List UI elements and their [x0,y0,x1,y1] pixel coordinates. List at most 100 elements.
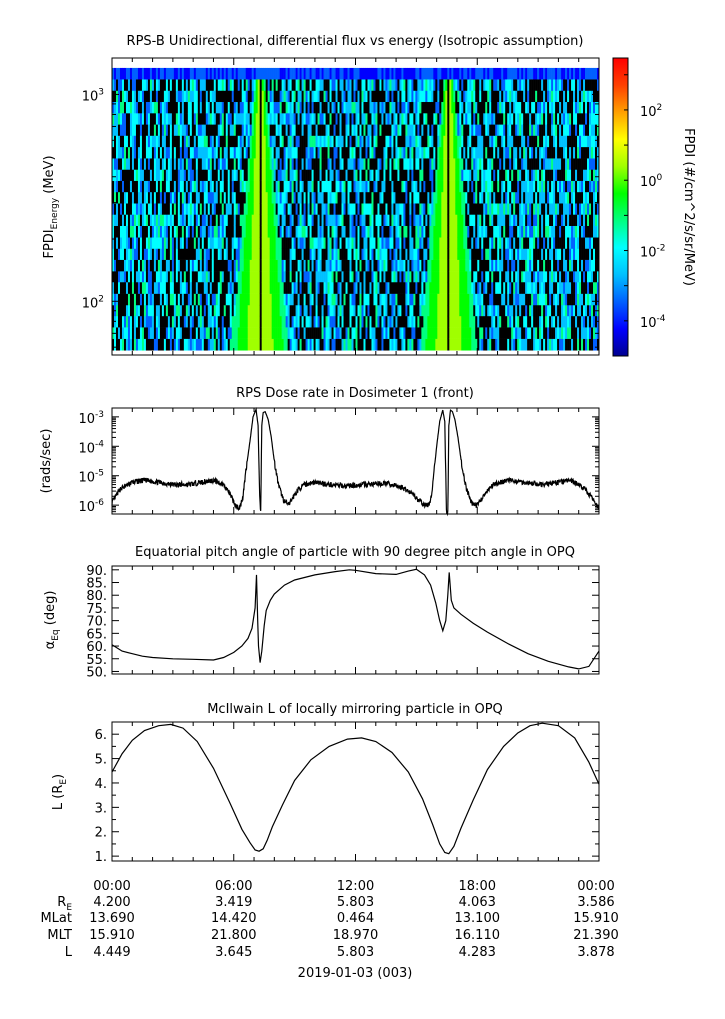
spectrogram-cell [185,315,189,328]
spectrogram-cell [451,169,454,181]
spectrogram-cell [419,135,422,148]
spectrogram-cell [153,146,157,159]
spectrogram-cell [419,191,422,204]
spectrogram-cell [319,293,322,306]
spectrogram-cell [259,90,262,103]
spectrogram-cell [261,271,264,283]
spectrogram-cell [319,237,322,249]
spectrogram-cell [265,79,268,91]
spectrogram-cell [461,338,464,351]
spectrogram-cell [225,67,229,80]
spectrogram-cell [419,248,422,260]
spectrogram-cell [273,203,276,215]
spectrogram-cell [429,169,432,181]
spectrogram-cell [367,113,370,125]
spectrogram-cell [385,191,388,204]
spectrogram-cell [395,214,398,226]
spectrogram-cell [265,293,268,306]
spectrogram-cell [441,191,444,204]
spectrogram-cell [423,124,426,136]
spectrogram-cell [383,113,386,125]
spectrogram-cell [485,169,488,181]
spectrogram-cell [333,237,336,249]
spectrogram-cell [139,281,143,294]
spectrogram-cell [287,271,290,283]
spectrogram-cell [343,327,346,339]
spectrogram-cell [211,180,215,193]
spectrogram-cell [345,248,348,260]
spectrogram-cell [363,101,366,114]
spectrogram-cell [339,90,342,103]
spectrogram-cell [217,237,221,249]
spectrogram-cell [133,158,137,170]
spectrogram-cell [297,304,300,317]
spectrogram-cell [149,67,153,80]
spectrogram-cell [463,338,466,351]
spectrogram-cell [427,101,430,114]
spectrogram-cell [447,135,450,148]
spectrogram-cell [203,259,207,272]
spectrogram-cell [327,124,330,136]
spectrogram-cell [471,180,474,193]
spectrogram-cell [437,146,440,159]
spectrogram-cell [179,327,183,339]
spectrogram-cell [255,225,258,238]
spectrogram-cell [395,281,398,294]
spectrogram-cell [481,124,484,136]
spectrogram-cell [245,67,249,80]
spectrogram-cell [383,79,386,91]
spectrogram-cell [145,338,149,351]
spectrogram-cell [167,124,171,136]
spectrogram-cell [479,281,482,294]
spectrogram-cell [433,158,436,170]
spectrogram-cell [239,113,243,125]
spectrogram-cell [321,180,324,193]
spectrogram-cell [295,281,298,294]
spectrogram-cell [391,79,394,91]
spectrogram-cell [233,101,237,114]
spectrogram-cell [439,214,442,226]
spectrogram-cell [339,327,342,339]
spectrogram-cell [247,248,251,260]
spectrogram-cell [123,180,127,193]
spectrogram-cell [137,248,141,260]
spectrogram-cell [381,237,384,249]
spectrogram-cell [223,135,227,148]
spectrogram-cell [121,281,125,294]
spectrogram-cell [215,338,219,351]
spectrogram-cell [112,248,115,260]
spectrogram-cell [185,281,189,294]
spectrogram-cell [325,271,328,283]
spectrogram-cell [417,203,420,215]
spectrogram-cell [145,180,149,193]
spectrogram-cell [493,191,496,204]
spectrogram-cell [227,293,231,306]
spectrogram-cell [383,203,386,215]
spectrogram-cell [375,225,378,238]
spectrogram-cell [465,191,468,204]
spectrogram-cell [147,169,151,181]
spectrogram-cell [121,315,125,328]
spectrogram-cell [479,169,482,181]
spectrogram-cell [499,146,502,159]
spectrogram-cell [371,180,374,193]
spectrogram-cell [347,124,350,136]
spectrogram-cell [437,169,440,181]
spectrogram-cell [273,101,276,114]
spectrogram-cell [391,191,394,204]
spectrogram-cell [371,248,374,260]
spectrogram-cell [261,259,264,272]
spectrogram-cell [181,214,185,226]
spectrogram-cell [365,101,368,114]
spectrogram-cell [112,158,115,170]
spectrogram-cell [287,259,290,272]
spectrogram-cell [199,79,203,91]
spectrogram-cell [403,259,406,272]
spectrogram-cell [455,124,458,136]
spectrogram-cell [443,169,446,181]
spectrogram-cell [235,237,239,249]
spectrogram-cell [253,79,257,91]
spectrogram-cell [121,203,125,215]
spectrogram-cell [423,237,426,249]
spectrogram-cell [247,158,251,170]
